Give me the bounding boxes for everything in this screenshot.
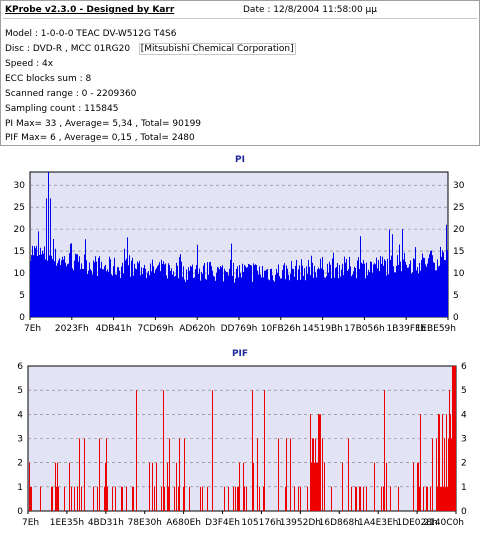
x-tick-label: 14519Bh [302,324,343,332]
pi-bars [30,172,448,317]
x-tick-label: 1EE35h [50,518,84,528]
y-tick-label-right: 1 [461,483,467,493]
pif-stats-line: PIF Max= 6 , Average= 0,15 , Total= 2480 [5,133,195,143]
y-tick-label-right: 5 [453,291,459,301]
x-tick-label: 105176h [241,518,281,528]
y-tick-label-left: 0 [19,313,25,323]
x-tick-label: 13952Dh [280,518,321,528]
x-tick-label: D3F4Eh [205,518,240,528]
y-tick-label-left: 4 [17,410,23,420]
y-tick-label-left: 5 [19,291,25,301]
scan-date: Date : 12/8/2004 11:58:00 μμ [243,5,378,15]
x-tick-label: 2023Fh [55,324,89,332]
x-tick-label: 78E30h [128,518,162,528]
y-tick-label-left: 0 [17,507,23,517]
y-tick-label-right: 3 [461,435,467,445]
model-line: Model : 1-0-0-0 TEAC DV-W512G T4S6 [5,29,177,39]
pi-stats-line: PI Max= 33 , Average= 5,34 , Total= 9019… [5,119,202,129]
y-tick-label-left: 5 [17,386,23,396]
x-tick-label: 4DB41h [96,324,132,332]
y-tick-label-left: 6 [17,362,23,372]
pif-bars [29,366,456,511]
header-divider [3,18,477,19]
x-tick-label: 16D868h [319,518,360,528]
pi-chart-panel: PI 0 0 5 5 10 10 15 15 20 20 25 25 30 30 7Eh 2023Fh 4DB4… [0,152,480,332]
y-tick-label-left: 10 [14,269,26,279]
x-tick-label: 2140C0h [423,518,464,528]
speed-line: Speed : 4x [5,59,54,69]
y-tick-label-right: 10 [453,269,465,279]
plot-area [27,365,457,512]
x-tick-label: 1A4E3Eh [358,518,398,528]
y-tick-label-right: 0 [461,507,467,517]
y-tick-label-right: 30 [453,181,465,191]
x-tick-label: AD620h [179,324,215,332]
disc-line: Disc : DVD-R , MCC 01RG20 [Mitsubishi Ch… [5,43,296,55]
x-tick-label: A680Eh [166,518,201,528]
y-tick-label-right: 15 [453,247,464,257]
pif-series [29,366,456,511]
y-tick-label-left: 15 [14,247,25,257]
sampling-line: Sampling count : 115845 [5,104,119,114]
x-tick-label: 1EBE59h [416,324,456,332]
y-tick-label-right: 4 [461,410,467,420]
y-tick-label-left: 20 [14,225,26,235]
x-tick-label: 1DE028h [396,518,437,528]
app-title: KProbe v2.3.0 - Designed by Karr [5,5,175,15]
range-line: Scanned range : 0 - 2209360 [5,89,137,99]
y-tick-label-left: 3 [17,435,23,445]
y-tick-label-left: 2 [17,459,23,469]
x-tick-label: 1B39FFh [386,324,425,332]
x-tick-label: 7Eh [22,518,39,528]
y-tick-label-right: 5 [461,386,467,396]
y-tick-label-right: 0 [453,313,459,323]
x-tick-label: 10FB26h [261,324,301,332]
y-tick-label-right: 20 [453,225,465,235]
y-tick-label-right: 25 [453,203,464,213]
y-tick-label-left: 25 [14,203,25,213]
x-tick-label: 7Eh [24,324,41,332]
ecc-line: ECC blocks sum : 8 [5,74,92,84]
manufacturer-text: [Mitsubishi Chemical Corporation] [138,43,296,55]
info-panel: KProbe v2.3.0 - Designed by Karr Date : … [0,0,480,146]
disc-text: Disc : DVD-R , MCC 01RG20 [5,44,131,54]
y-tick-label-right: 6 [461,362,467,372]
pif-chart-panel: PIF 0 0 1 1 2 2 3 3 4 4 5 5 6 6 7Eh 1EE35h 4BD31h 78E30h A… [0,346,480,534]
pi-chart: 0 0 5 5 10 10 15 15 20 20 25 25 30 30 7Eh 2023Fh 4DB41h 7… [14,171,465,332]
x-tick-label: 17B056h [344,324,385,332]
pi-series [30,172,448,317]
pi-chart-title: PI [235,155,245,165]
pif-chart: 0 0 1 1 2 2 3 3 4 4 5 5 6 6 7Eh 1EE35h 4BD31h 78E30h A680E… [17,362,467,528]
x-tick-label: 4BD31h [88,518,124,528]
y-tick-label-right: 2 [461,459,467,469]
y-tick-label-left: 30 [14,181,26,191]
x-tick-label: DD769h [221,324,258,332]
pif-chart-title: PIF [231,349,249,359]
x-tick-label: 7CD69h [137,324,173,332]
y-tick-label-left: 1 [17,483,23,493]
